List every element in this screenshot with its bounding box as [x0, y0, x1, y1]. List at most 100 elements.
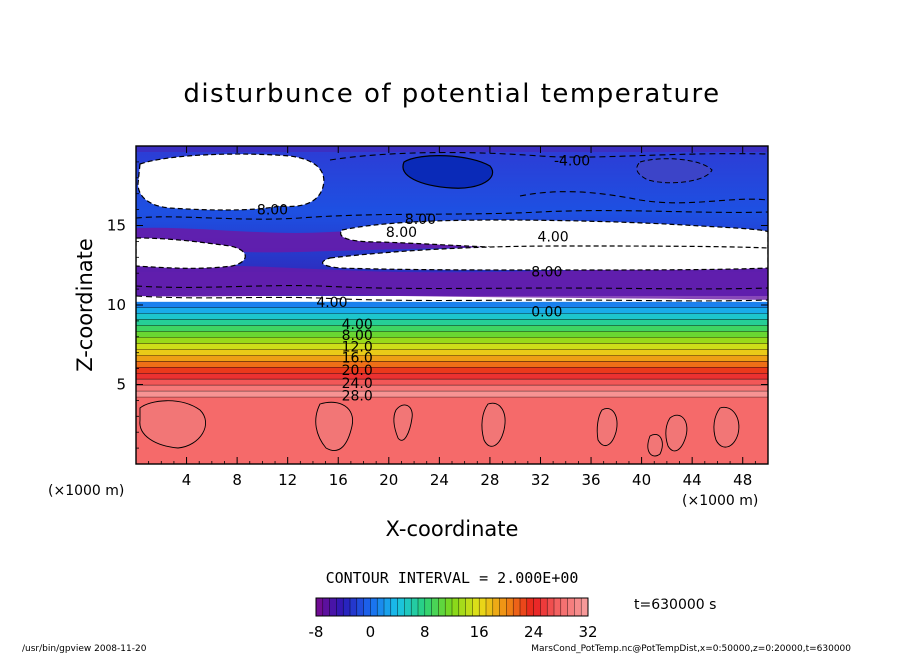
contour-dashed-1 [136, 285, 768, 290]
band [136, 337, 768, 345]
colorbar-cell [533, 598, 541, 616]
white-region-right [322, 245, 768, 271]
contour-label: 16.0 [342, 350, 373, 366]
band [136, 307, 768, 315]
y-tick-label: 5 [116, 376, 126, 394]
colorbar-cell [411, 598, 419, 616]
colorbar-cell [377, 598, 385, 616]
contour-label: 8.00 [386, 225, 417, 241]
x-tick-label: 40 [632, 471, 651, 489]
white-region-mid [340, 219, 768, 252]
colorbar-cell [520, 598, 528, 616]
colorbar-cell [560, 598, 568, 616]
colorbar-cell [567, 598, 575, 616]
colorbar-cell [404, 598, 412, 616]
band [136, 349, 768, 357]
chart-title: disturbunce of potential temperature [183, 79, 720, 109]
x-tick-label: 16 [329, 471, 348, 489]
colorbar-cell [513, 598, 521, 616]
deep-blue-cell [402, 155, 494, 189]
band [136, 301, 768, 309]
colorbar-cell [581, 598, 589, 616]
x-tick-label: 24 [430, 471, 449, 489]
contour-label: 24.0 [342, 376, 373, 392]
colorbar-cell [390, 598, 398, 616]
colorbar-cell [452, 598, 460, 616]
colorbar-cell [554, 598, 562, 616]
colorbar-tick-label: 8 [420, 623, 430, 641]
colorbar-cell [397, 598, 405, 616]
x-tick-label: 20 [379, 471, 398, 489]
upper-right-cell [636, 158, 713, 184]
colorbar-cell [499, 598, 507, 616]
x-unit-left: (×1000 m) [48, 483, 124, 499]
x-tick-label: 28 [480, 471, 499, 489]
footer-left: /usr/bin/gpview 2008-11-20 [22, 644, 147, 654]
contour-label: 4.00 [538, 230, 569, 246]
x-tick-label: 44 [683, 471, 702, 489]
footer-right: MarsCond_PotTemp.nc@PotTempDist,x=0:5000… [531, 644, 851, 654]
contour-dashed-2 [136, 295, 768, 302]
y-tick-label: 10 [107, 296, 126, 314]
colorbar-ticks: -8 0 8 16 24 32 [309, 623, 598, 641]
contour-label: 8.00 [531, 265, 562, 281]
purple-streak-low [136, 264, 768, 300]
time-text: t=630000 s [634, 597, 716, 613]
contour-label: 4.00 [316, 295, 347, 311]
band [136, 373, 768, 380]
colorbar-cell [418, 598, 426, 616]
band [136, 355, 768, 363]
x-tick-label: 8 [232, 471, 242, 489]
colorbar-cell [526, 598, 534, 616]
contour-interval-text: CONTOUR INTERVAL = 2.000E+00 [326, 569, 579, 587]
colorbar-cell [316, 598, 324, 616]
colorbar-cell [384, 598, 392, 616]
y-tick-label: 15 [107, 217, 126, 235]
colorbar-tick-label: 16 [470, 623, 489, 641]
colorbar-cell [336, 598, 344, 616]
band [136, 361, 768, 369]
colorbar-cell [356, 598, 364, 616]
contour-label: 4.00 [342, 317, 373, 333]
contour-label: 12.0 [342, 339, 373, 355]
band [136, 367, 768, 374]
white-region-left [136, 237, 246, 269]
band [136, 385, 768, 392]
colorbar-tick-label: 24 [524, 623, 543, 641]
band [136, 379, 768, 386]
stratified-bands [136, 301, 768, 464]
colorbar-cell [329, 598, 337, 616]
contour-label: 8.00 [342, 328, 373, 344]
surface-cells [139, 400, 740, 457]
colorbar-frame [315, 597, 589, 617]
white-region-top-left [137, 153, 325, 211]
colorbar-cell [438, 598, 446, 616]
colorbar-cell [486, 598, 494, 616]
x-tick-label: 4 [182, 471, 192, 489]
colorbar-cell [363, 598, 371, 616]
contour-label: 28.0 [342, 389, 373, 405]
colorbar-cell [506, 598, 514, 616]
colorbar-cell [574, 598, 582, 616]
x-tick-label: 36 [581, 471, 600, 489]
colorbar-cell [370, 598, 378, 616]
colorbar-cell [343, 598, 351, 616]
x-tick-label: 48 [733, 471, 752, 489]
contour-label: 8.00 [405, 212, 436, 228]
colorbar-cell [431, 598, 439, 616]
band [136, 313, 768, 321]
colorbar-cell [465, 598, 473, 616]
y-axis-label: Z-coordinate [73, 238, 97, 372]
colorbar-tick-label: 0 [366, 623, 376, 641]
band [136, 331, 768, 339]
colorbar-tick-label: 32 [578, 623, 597, 641]
contour-label: 0.00 [531, 304, 562, 320]
colorbar-cell [479, 598, 487, 616]
colorbar-cell [322, 598, 330, 616]
surface-layer [136, 397, 768, 464]
contour-dashed-5 [519, 191, 768, 204]
colorbar-cell [540, 598, 548, 616]
colorbar-cell [472, 598, 480, 616]
y-axis-ticks: 5 10 15 [107, 161, 768, 449]
